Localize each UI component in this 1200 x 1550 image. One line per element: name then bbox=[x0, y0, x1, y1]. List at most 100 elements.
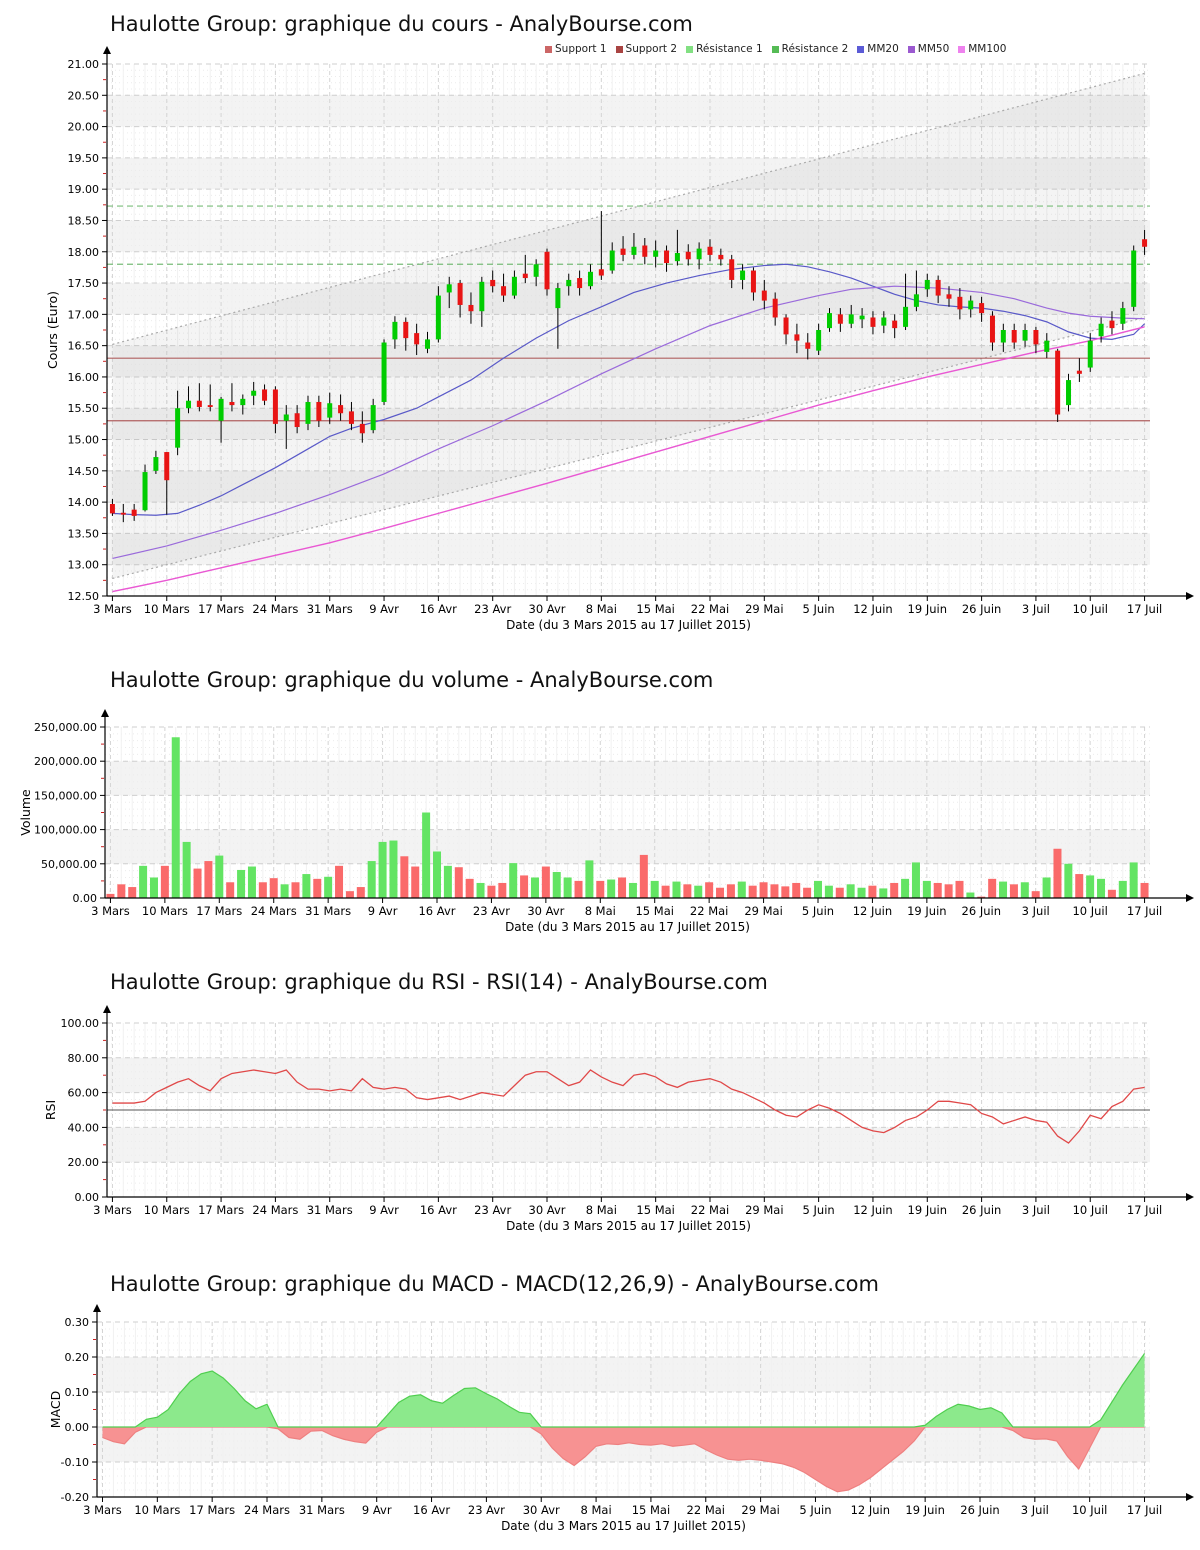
svg-text:8 Mai: 8 Mai bbox=[585, 904, 616, 918]
macd-chart-canvas: 0.30 0.20 0.10 0.00 -0.10 -0.203 Mars 10 Mars 1… bbox=[48, 1304, 1194, 1533]
svg-text:15 Mai: 15 Mai bbox=[632, 1503, 670, 1517]
svg-text:21.00: 21.00 bbox=[68, 58, 100, 71]
svg-text:10 Juil: 10 Juil bbox=[1073, 1203, 1108, 1217]
svg-text:30 Avr: 30 Avr bbox=[529, 602, 566, 616]
svg-text:200,000.00: 200,000.00 bbox=[34, 755, 97, 768]
svg-text:24 Mars: 24 Mars bbox=[252, 602, 298, 616]
svg-text:16.50: 16.50 bbox=[68, 340, 100, 353]
svg-text:MACD: MACD bbox=[48, 1391, 63, 1428]
svg-text:16 Avr: 16 Avr bbox=[418, 904, 455, 918]
legend-label: MM20 bbox=[867, 43, 899, 55]
svg-text:3 Mars: 3 Mars bbox=[93, 1203, 132, 1217]
svg-text:17 Mars: 17 Mars bbox=[198, 1203, 244, 1217]
svg-text:15.50: 15.50 bbox=[68, 402, 100, 415]
svg-text:22 Mai: 22 Mai bbox=[691, 1203, 729, 1217]
svg-text:31 Mars: 31 Mars bbox=[299, 1503, 345, 1517]
svg-text:12.50: 12.50 bbox=[68, 590, 100, 603]
price-chart-title: Haulotte Group: graphique du cours - Ana… bbox=[110, 12, 693, 36]
legend-label: Support 2 bbox=[625, 43, 678, 55]
svg-text:17 Juil: 17 Juil bbox=[1127, 602, 1162, 616]
svg-text:19 Juin: 19 Juin bbox=[905, 1503, 944, 1517]
legend-swatch bbox=[545, 45, 552, 53]
rsi-chart-canvas: 100.00 80.00 60.00 40.00 20.00 0.003 Mars 10 M… bbox=[43, 1005, 1194, 1233]
svg-text:5 Juin: 5 Juin bbox=[803, 602, 835, 616]
svg-text:-0.10: -0.10 bbox=[61, 1456, 89, 1469]
svg-text:RSI: RSI bbox=[43, 1100, 58, 1120]
legend-label: MM100 bbox=[968, 43, 1007, 55]
svg-text:0.20: 0.20 bbox=[65, 1351, 90, 1364]
svg-text:Date (du 3 Mars 2015 au 17 Jui: Date (du 3 Mars 2015 au 17 Juillet 2015) bbox=[506, 1219, 751, 1233]
svg-text:Date (du 3 Mars 2015 au 17 Jui: Date (du 3 Mars 2015 au 17 Juillet 2015) bbox=[505, 920, 750, 934]
svg-text:3 Juil: 3 Juil bbox=[1022, 602, 1050, 616]
svg-text:3 Mars: 3 Mars bbox=[91, 904, 130, 918]
legend-label: MM50 bbox=[917, 43, 950, 55]
svg-text:15 Mai: 15 Mai bbox=[636, 1203, 674, 1217]
svg-text:23 Avr: 23 Avr bbox=[474, 1203, 511, 1217]
svg-text:14.50: 14.50 bbox=[68, 465, 100, 478]
svg-text:26 Juin: 26 Juin bbox=[962, 602, 1001, 616]
legend-swatch bbox=[857, 45, 865, 53]
svg-text:29 Mai: 29 Mai bbox=[745, 1203, 783, 1217]
svg-text:12 Juin: 12 Juin bbox=[851, 1503, 890, 1517]
svg-text:10 Mars: 10 Mars bbox=[144, 602, 190, 616]
legend-swatch bbox=[615, 45, 623, 53]
svg-text:16 Avr: 16 Avr bbox=[413, 1503, 450, 1517]
svg-text:23 Avr: 23 Avr bbox=[468, 1503, 505, 1517]
svg-text:30 Avr: 30 Avr bbox=[527, 904, 564, 918]
legend-item-r-sistance-1: Résistance 1 bbox=[686, 43, 763, 55]
svg-text:20.00: 20.00 bbox=[68, 121, 100, 134]
svg-text:20.50: 20.50 bbox=[68, 89, 100, 102]
svg-text:17 Juil: 17 Juil bbox=[1127, 1203, 1162, 1217]
svg-text:30 Avr: 30 Avr bbox=[529, 1203, 566, 1217]
svg-text:13.00: 13.00 bbox=[68, 559, 100, 572]
svg-text:19.00: 19.00 bbox=[68, 183, 100, 196]
svg-text:100,000.00: 100,000.00 bbox=[34, 824, 97, 837]
macd-chart-title: Haulotte Group: graphique du MACD - MACD… bbox=[110, 1272, 879, 1296]
price-chart-legend: Support 1 Support 2 Résistance 1 Résistance… bbox=[545, 43, 1006, 55]
svg-text:24 Mars: 24 Mars bbox=[251, 904, 297, 918]
svg-text:26 Juin: 26 Juin bbox=[962, 904, 1001, 918]
svg-text:150,000.00: 150,000.00 bbox=[34, 789, 97, 802]
legend-item-support-2: Support 2 bbox=[615, 43, 678, 55]
svg-text:19 Juin: 19 Juin bbox=[908, 602, 947, 616]
svg-text:12 Juin: 12 Juin bbox=[853, 904, 892, 918]
svg-text:5 Juin: 5 Juin bbox=[803, 1203, 835, 1217]
svg-text:3 Mars: 3 Mars bbox=[93, 602, 132, 616]
svg-text:3 Juil: 3 Juil bbox=[1021, 1503, 1049, 1517]
svg-text:Volume: Volume bbox=[18, 789, 33, 836]
svg-text:40.00: 40.00 bbox=[68, 1121, 100, 1134]
price-chart-canvas: 21.00 20.50 20.00 19.50 19.00 18.50 18.00 17.50… bbox=[45, 46, 1194, 632]
svg-text:Cours (Euro): Cours (Euro) bbox=[45, 291, 60, 369]
svg-text:15 Mai: 15 Mai bbox=[635, 904, 673, 918]
svg-text:17 Juil: 17 Juil bbox=[1127, 1503, 1162, 1517]
legend-label: Résistance 1 bbox=[696, 43, 763, 55]
svg-text:26 Juin: 26 Juin bbox=[962, 1203, 1001, 1217]
legend-item-support-1: Support 1 bbox=[545, 43, 607, 55]
svg-text:12 Juin: 12 Juin bbox=[853, 602, 892, 616]
svg-text:19 Juin: 19 Juin bbox=[908, 1203, 947, 1217]
svg-text:10 Mars: 10 Mars bbox=[144, 1203, 190, 1217]
svg-text:0.10: 0.10 bbox=[65, 1386, 90, 1399]
svg-text:30 Avr: 30 Avr bbox=[523, 1503, 560, 1517]
svg-text:50,000.00: 50,000.00 bbox=[41, 858, 97, 871]
svg-text:60.00: 60.00 bbox=[68, 1087, 100, 1100]
svg-text:29 Mai: 29 Mai bbox=[741, 1503, 779, 1517]
svg-text:20.00: 20.00 bbox=[68, 1156, 100, 1169]
svg-text:100.00: 100.00 bbox=[61, 1017, 100, 1030]
svg-text:12 Juin: 12 Juin bbox=[853, 1203, 892, 1217]
svg-text:17.00: 17.00 bbox=[68, 308, 100, 321]
svg-text:16 Avr: 16 Avr bbox=[420, 602, 457, 616]
svg-text:29 Mai: 29 Mai bbox=[744, 904, 782, 918]
svg-text:5 Juin: 5 Juin bbox=[799, 1503, 831, 1517]
svg-text:5 Juin: 5 Juin bbox=[802, 904, 834, 918]
svg-text:Date (du 3 Mars 2015 au 17 Jui: Date (du 3 Mars 2015 au 17 Juillet 2015) bbox=[506, 618, 751, 632]
svg-text:17 Mars: 17 Mars bbox=[189, 1503, 235, 1517]
svg-text:16.00: 16.00 bbox=[68, 371, 100, 384]
svg-text:3 Juil: 3 Juil bbox=[1022, 904, 1050, 918]
svg-text:250,000.00: 250,000.00 bbox=[34, 721, 97, 734]
svg-text:16 Avr: 16 Avr bbox=[420, 1203, 457, 1217]
legend-item-mm20: MM20 bbox=[857, 43, 899, 55]
svg-text:22 Mai: 22 Mai bbox=[690, 904, 728, 918]
svg-text:14.00: 14.00 bbox=[68, 496, 100, 509]
